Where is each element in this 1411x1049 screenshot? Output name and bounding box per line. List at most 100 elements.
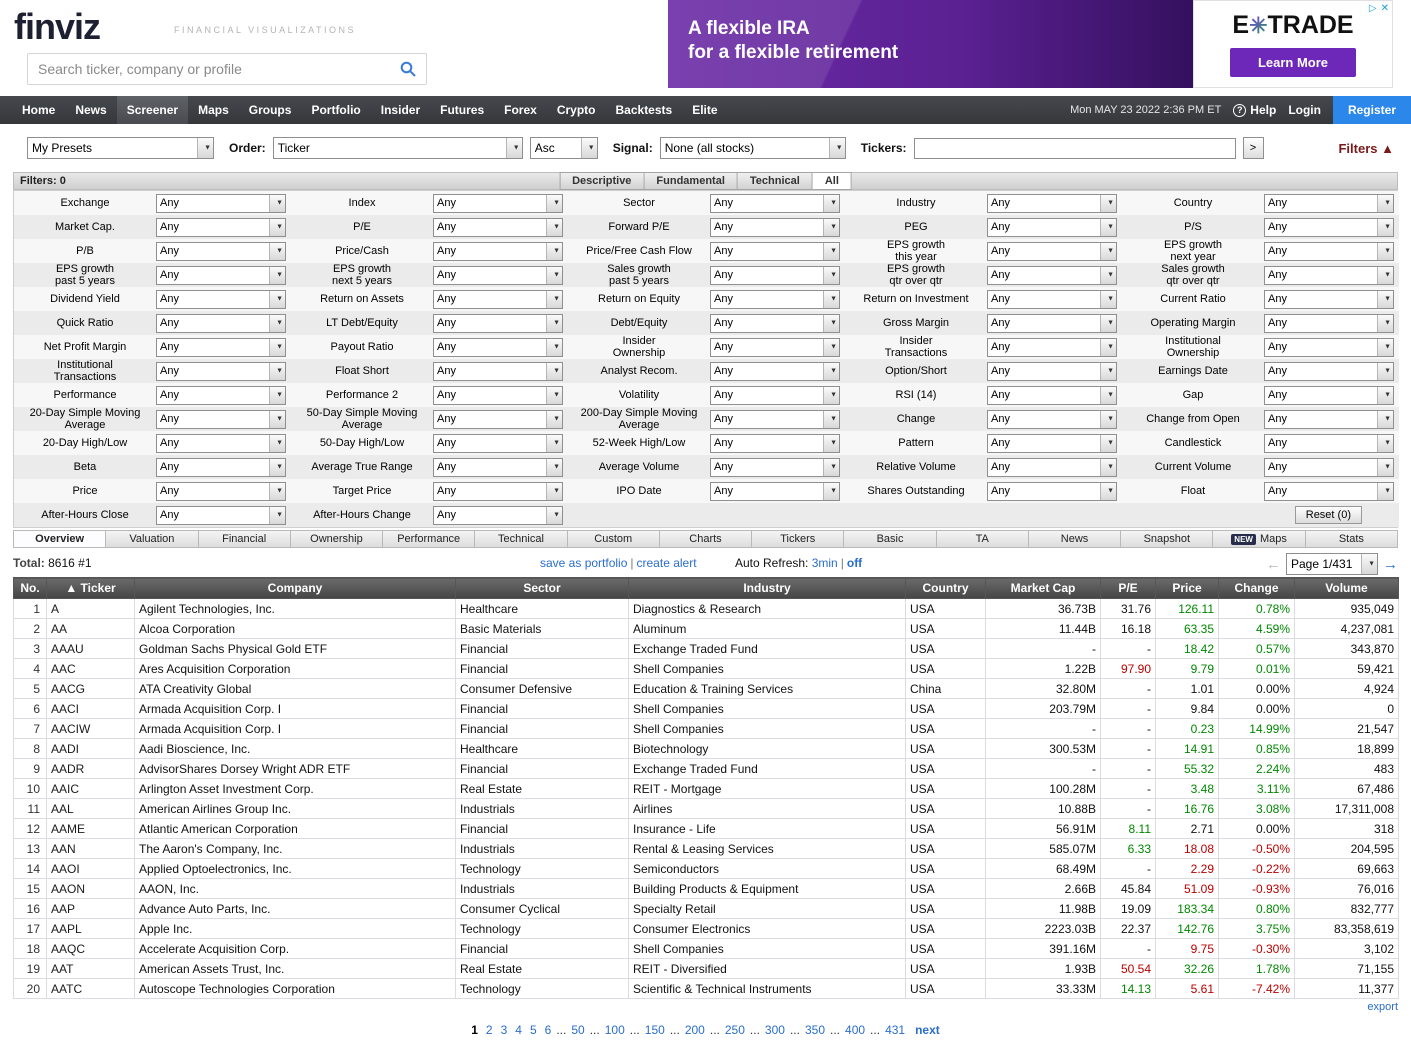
ticker-link[interactable]: AAC — [46, 658, 135, 679]
filter-select-eps-growth-qtr-over-qtr[interactable]: Any — [987, 265, 1117, 285]
export-link[interactable]: export — [1367, 1001, 1398, 1013]
filter-select-float-short[interactable]: Any — [433, 361, 563, 381]
view-tab-technical[interactable]: Technical — [475, 530, 568, 548]
page-link-3[interactable]: 3 — [500, 1023, 508, 1037]
nav-item-backtests[interactable]: Backtests — [615, 103, 673, 117]
page-link-300[interactable]: 300 — [764, 1023, 785, 1037]
nav-item-insider[interactable]: Insider — [380, 103, 421, 117]
page-link-250[interactable]: 250 — [724, 1023, 745, 1037]
refresh-off-link[interactable]: off — [846, 556, 863, 570]
go-button[interactable]: > — [1242, 137, 1264, 159]
filter-select-20-day-high-low[interactable]: Any — [156, 433, 286, 453]
page-link-50[interactable]: 50 — [571, 1023, 585, 1037]
ticker-link[interactable]: AACG — [46, 678, 135, 699]
help-link[interactable]: ? Help — [1233, 103, 1276, 117]
nav-item-news[interactable]: News — [75, 103, 107, 117]
ticker-link[interactable]: AACIW — [46, 718, 135, 739]
filter-select-eps-growth-next-5-years[interactable]: Any — [433, 265, 563, 285]
filter-select-operating-margin[interactable]: Any — [1264, 313, 1394, 333]
ticker-link[interactable]: AAOI — [46, 858, 135, 879]
column-header-ticker[interactable]: ▲ Ticker — [46, 577, 135, 599]
nav-item-maps[interactable]: Maps — [198, 103, 229, 117]
view-tab-ownership[interactable]: Ownership — [290, 530, 384, 548]
tickers-input[interactable] — [913, 137, 1236, 159]
filter-select-50-day-simple-moving-average[interactable]: Any — [433, 409, 563, 429]
filter-select-rsi-14[interactable]: Any — [987, 385, 1117, 405]
filter-select-average-true-range[interactable]: Any — [433, 457, 563, 477]
filter-select-quick-ratio[interactable]: Any — [156, 313, 286, 333]
login-link[interactable]: Login — [1288, 103, 1321, 117]
column-header-company[interactable]: Company — [134, 577, 456, 599]
view-tab-valuation[interactable]: Valuation — [106, 530, 199, 548]
column-header-country[interactable]: Country — [905, 577, 986, 599]
view-tab-snapshot[interactable]: Snapshot — [1121, 530, 1214, 548]
page-link-400[interactable]: 400 — [845, 1023, 866, 1037]
ticker-link[interactable]: AAT — [46, 958, 135, 979]
filter-select-eps-growth-next-year[interactable]: Any — [1264, 241, 1394, 261]
prev-page-arrow[interactable]: ← — [1266, 555, 1281, 573]
view-tab-basic[interactable]: Basic — [844, 530, 937, 548]
filter-select-option-short[interactable]: Any — [987, 361, 1117, 381]
filter-select-change-from-open[interactable]: Any — [1264, 409, 1394, 429]
page-link-200[interactable]: 200 — [684, 1023, 705, 1037]
learn-more-button[interactable]: Learn More — [1229, 48, 1357, 77]
search-icon[interactable] — [400, 61, 416, 77]
page-select[interactable]: Page 1/431 — [1286, 553, 1378, 575]
nav-item-elite[interactable]: Elite — [692, 103, 718, 117]
filter-select-sales-growth-past-5-years[interactable]: Any — [710, 265, 840, 285]
filter-select-average-volume[interactable]: Any — [710, 457, 840, 477]
column-header-volume[interactable]: Volume — [1294, 577, 1399, 599]
view-tab-custom[interactable]: Custom — [567, 530, 660, 548]
filter-select-price[interactable]: Any — [156, 481, 286, 501]
page-link-6[interactable]: 6 — [544, 1023, 552, 1037]
filter-select-ipo-date[interactable]: Any — [710, 481, 840, 501]
view-tab-ta[interactable]: TA — [936, 530, 1029, 548]
filter-select-pattern[interactable]: Any — [987, 433, 1117, 453]
filter-select-return-on-equity[interactable]: Any — [710, 289, 840, 309]
filter-select-net-profit-margin[interactable]: Any — [156, 337, 286, 357]
filter-select-return-on-assets[interactable]: Any — [433, 289, 563, 309]
page-link-5[interactable]: 5 — [529, 1023, 537, 1037]
view-tab-news[interactable]: News — [1028, 530, 1122, 548]
page-link-100[interactable]: 100 — [604, 1023, 625, 1037]
presets-select[interactable]: My Presets — [27, 137, 214, 159]
filter-select-candlestick[interactable]: Any — [1264, 433, 1394, 453]
finviz-logo[interactable]: finviz — [14, 6, 101, 47]
ticker-link[interactable]: AAME — [46, 818, 135, 839]
view-tab-tickers[interactable]: Tickers — [752, 530, 845, 548]
filter-tab-descriptive[interactable]: Descriptive — [559, 172, 645, 190]
page-link-150[interactable]: 150 — [644, 1023, 665, 1037]
reset-filters-button[interactable]: Reset (0) — [1294, 506, 1362, 524]
column-header-price[interactable]: Price — [1155, 577, 1219, 599]
ticker-link[interactable]: AAL — [46, 798, 135, 819]
ticker-link[interactable]: AAP — [46, 898, 135, 919]
ticker-link[interactable]: AADR — [46, 758, 135, 779]
filter-select-target-price[interactable]: Any — [433, 481, 563, 501]
column-header-market-cap[interactable]: Market Cap — [985, 577, 1101, 599]
order-direction-select[interactable]: Asc — [529, 137, 598, 159]
adchoices-icon[interactable]: ▷ — [1368, 3, 1377, 14]
filter-select-lt-debt-equity[interactable]: Any — [433, 313, 563, 333]
filter-select-forward-p-e[interactable]: Any — [710, 217, 840, 237]
filter-select-performance-2[interactable]: Any — [433, 385, 563, 405]
ticker-link[interactable]: AAAU — [46, 638, 135, 659]
nav-item-futures[interactable]: Futures — [440, 103, 485, 117]
ticker-link[interactable]: A — [46, 598, 135, 619]
save-as-portfolio-link[interactable]: save as portfolio — [540, 556, 628, 570]
filter-tab-all[interactable]: All — [812, 172, 852, 190]
filter-select-shares-outstanding[interactable]: Any — [987, 481, 1117, 501]
filter-select-dividend-yield[interactable]: Any — [156, 289, 286, 309]
view-tab-overview[interactable]: Overview — [13, 530, 107, 548]
ticker-link[interactable]: AAIC — [46, 778, 135, 799]
ticker-link[interactable]: AAON — [46, 878, 135, 899]
filter-select-52-week-high-low[interactable]: Any — [710, 433, 840, 453]
filter-select-volatility[interactable]: Any — [710, 385, 840, 405]
nav-item-home[interactable]: Home — [22, 103, 56, 117]
ticker-link[interactable]: AAPL — [46, 918, 135, 939]
filter-select-current-volume[interactable]: Any — [1264, 457, 1394, 477]
filter-select-p-b[interactable]: Any — [156, 241, 286, 261]
nav-item-forex[interactable]: Forex — [504, 103, 537, 117]
ticker-link[interactable]: AAN — [46, 838, 135, 859]
filter-select-float[interactable]: Any — [1264, 481, 1394, 501]
filter-select-beta[interactable]: Any — [156, 457, 286, 477]
